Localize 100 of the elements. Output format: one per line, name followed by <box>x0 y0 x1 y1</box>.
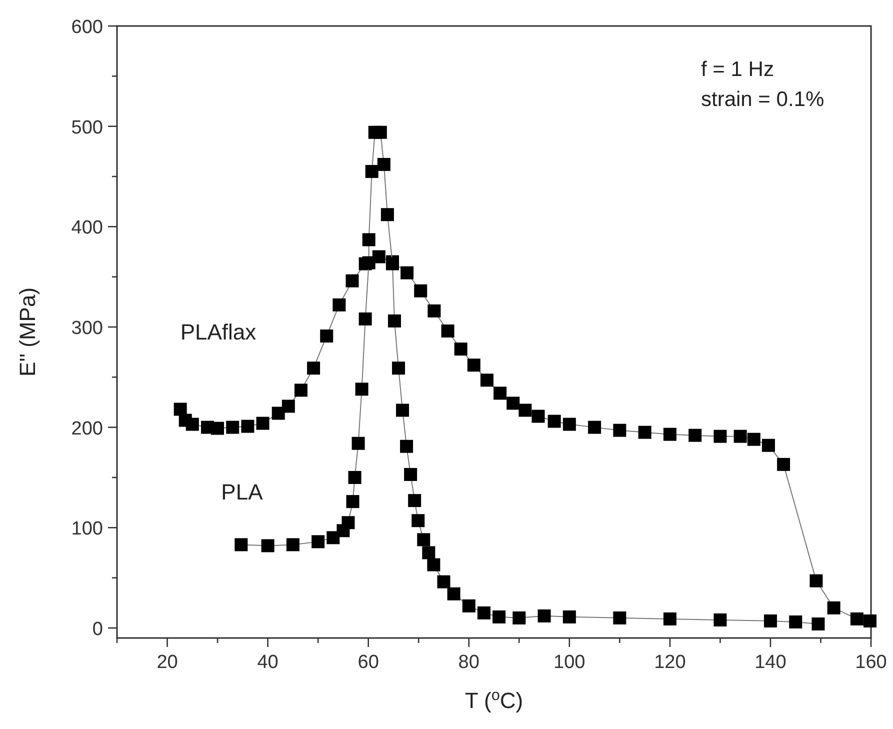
point <box>234 538 248 552</box>
point <box>538 609 551 622</box>
point <box>428 304 441 318</box>
point <box>282 400 295 413</box>
point <box>714 613 727 626</box>
point <box>422 546 436 560</box>
point <box>688 428 702 442</box>
point <box>404 468 418 481</box>
point <box>412 514 425 528</box>
series-label: PLA <box>221 480 264 505</box>
point <box>388 314 401 328</box>
point <box>408 494 422 508</box>
point <box>348 470 362 484</box>
point <box>414 284 428 298</box>
y-tick-label: 0 <box>92 618 103 640</box>
y-tick-label: 600 <box>71 17 103 38</box>
point <box>380 208 394 222</box>
point <box>467 358 480 372</box>
point <box>272 406 285 420</box>
point <box>532 410 545 423</box>
point <box>241 420 254 433</box>
point <box>346 495 360 508</box>
point <box>352 436 365 450</box>
point <box>377 158 390 171</box>
point <box>638 426 652 439</box>
point <box>417 533 430 546</box>
x-tick-label: 120 <box>654 652 686 673</box>
point <box>810 574 823 588</box>
point <box>342 516 355 530</box>
point <box>663 428 676 441</box>
x-tick-label: 80 <box>458 652 480 673</box>
point <box>734 430 747 443</box>
point <box>427 558 440 572</box>
point <box>548 414 561 428</box>
point <box>518 404 532 417</box>
point <box>312 535 325 548</box>
point <box>480 374 494 387</box>
point <box>447 587 460 600</box>
point <box>400 440 414 453</box>
point <box>396 404 410 417</box>
point <box>307 362 320 375</box>
point <box>663 612 676 626</box>
point <box>613 611 626 624</box>
point <box>441 324 454 338</box>
point <box>492 610 506 624</box>
point <box>789 615 802 628</box>
point <box>812 617 825 630</box>
point <box>332 298 346 312</box>
point <box>764 614 777 628</box>
point <box>850 612 864 626</box>
point <box>714 430 727 443</box>
point <box>437 575 450 588</box>
point <box>613 424 626 437</box>
y-axis-title: E'' (MPa) <box>15 287 40 377</box>
x-tick-label: 100 <box>554 652 586 673</box>
point <box>777 458 790 471</box>
point <box>762 438 775 452</box>
point <box>294 384 308 397</box>
point <box>374 126 387 139</box>
x-tick-label: 60 <box>358 652 379 673</box>
point <box>174 402 187 416</box>
point <box>286 538 300 552</box>
y-tick-label: 300 <box>71 318 103 339</box>
point <box>346 274 359 288</box>
point <box>477 606 490 620</box>
point <box>186 418 199 431</box>
point <box>365 164 378 178</box>
point <box>226 420 240 434</box>
point <box>562 610 576 624</box>
point <box>454 342 468 356</box>
x-tick-label: 140 <box>754 652 786 673</box>
y-tick-label: 200 <box>71 418 103 440</box>
point <box>392 362 405 375</box>
point <box>211 422 224 435</box>
point <box>358 312 372 326</box>
point <box>827 601 840 614</box>
x-tick-label: 160 <box>855 652 887 673</box>
text: PLAflax <box>180 319 256 344</box>
point <box>362 256 376 270</box>
point <box>400 266 414 280</box>
point <box>512 611 526 624</box>
y-tick-label: 500 <box>71 117 103 138</box>
point <box>362 233 376 246</box>
point <box>256 416 270 430</box>
point <box>494 386 507 400</box>
point <box>506 396 520 410</box>
x-tick-label: 40 <box>257 652 278 673</box>
point <box>355 382 368 396</box>
point <box>320 330 334 343</box>
y-tick-label: 400 <box>71 218 103 239</box>
point <box>261 539 274 552</box>
point <box>588 420 602 434</box>
x-axis-title: T ($^{o}$C) <box>464 686 524 713</box>
y-tick-label: 100 <box>71 518 103 540</box>
point <box>863 614 876 628</box>
x-tick-label: 20 <box>156 652 178 673</box>
point <box>747 432 760 446</box>
annotation: f = 1 Hz <box>701 58 774 81</box>
annotation: strain = 0.1% <box>701 88 824 111</box>
point <box>562 418 576 431</box>
